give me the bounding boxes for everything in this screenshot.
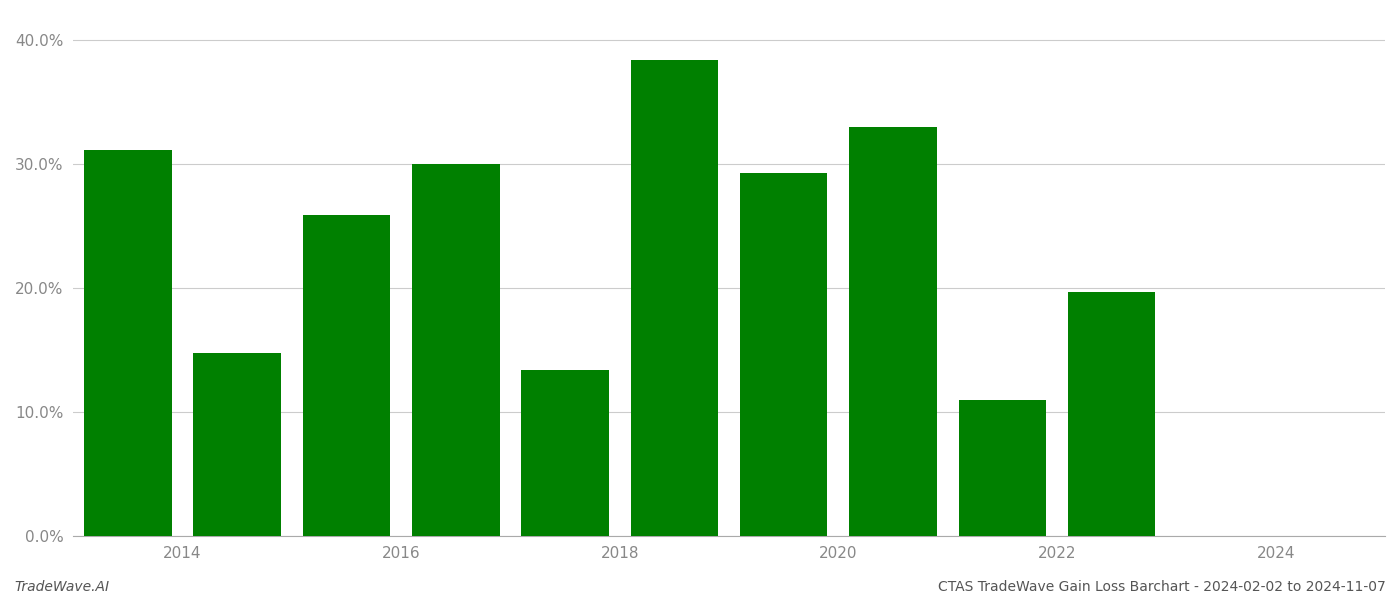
Bar — [1068, 292, 1155, 536]
Bar — [631, 59, 718, 536]
Bar — [521, 370, 609, 536]
Text: CTAS TradeWave Gain Loss Barchart - 2024-02-02 to 2024-11-07: CTAS TradeWave Gain Loss Barchart - 2024… — [938, 580, 1386, 594]
Bar — [84, 150, 172, 536]
Bar — [850, 127, 937, 536]
Bar — [959, 400, 1046, 536]
Bar — [193, 353, 281, 536]
Bar — [302, 215, 391, 536]
Text: TradeWave.AI: TradeWave.AI — [14, 580, 109, 594]
Bar — [741, 173, 827, 536]
Bar — [412, 164, 500, 536]
